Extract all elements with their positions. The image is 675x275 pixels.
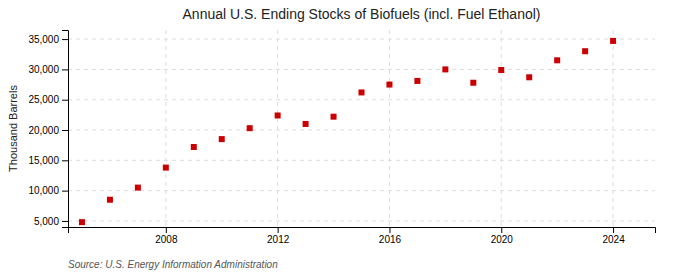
point xyxy=(303,121,309,127)
y-tick-mark xyxy=(62,221,68,222)
y-tick-mark xyxy=(62,100,68,101)
x-tick: 2008 xyxy=(155,227,178,245)
y-tick-mark xyxy=(62,191,68,192)
x-tick-label: 2008 xyxy=(155,234,178,245)
x-tick: 2024 xyxy=(602,227,625,245)
y-tick-mark xyxy=(62,69,68,70)
grid-line-y xyxy=(68,220,655,221)
x-tick-label: 2024 xyxy=(602,234,625,245)
title: Annual U.S. Ending Stocks of Biofuels (i… xyxy=(183,6,541,22)
y-tick: 35,000 xyxy=(28,34,68,45)
y-tick-label: 5,000 xyxy=(34,216,59,227)
y-tick-label: 10,000 xyxy=(28,185,59,196)
x-axis: 2008 2012 2016 2020 2024 xyxy=(69,227,656,245)
x-tick: 2016 xyxy=(379,227,402,245)
x-tick-mark xyxy=(613,227,614,233)
x-tick-label: 2016 xyxy=(379,234,402,245)
point xyxy=(135,185,141,191)
points xyxy=(79,38,616,225)
point xyxy=(219,136,225,142)
grid-line-y xyxy=(68,190,655,191)
plot-area: 2008 2012 2016 2020 2024 5,000 10,000 15,000 20,… xyxy=(28,30,655,245)
x-tick-mark xyxy=(278,227,279,233)
x-tick-label: 2020 xyxy=(491,234,514,245)
point xyxy=(582,48,588,54)
x-tick: 2020 xyxy=(491,227,514,245)
point xyxy=(191,144,197,150)
y-tick: 30,000 xyxy=(28,64,68,75)
point xyxy=(163,165,169,171)
grid xyxy=(68,30,655,227)
y-axis: 5,000 10,000 15,000 20,000 25,000 30,000 35,00… xyxy=(28,31,68,228)
grid-line-x xyxy=(389,30,390,227)
y-tick-label: 20,000 xyxy=(28,125,59,136)
y-tick-mark xyxy=(62,39,68,40)
point xyxy=(275,112,281,118)
point xyxy=(470,80,476,86)
x-tick-mark xyxy=(501,227,502,233)
point xyxy=(79,219,85,225)
point xyxy=(359,89,365,95)
y-tick-mark xyxy=(62,160,68,161)
y-tick-label: 30,000 xyxy=(28,64,59,75)
point xyxy=(107,197,113,203)
y-axis-line xyxy=(62,31,69,228)
x-tick-label: 2012 xyxy=(267,234,290,245)
point xyxy=(331,114,337,120)
point xyxy=(554,57,560,63)
y-tick: 25,000 xyxy=(28,94,68,105)
grid-line-x xyxy=(613,30,614,227)
y-tick-label: 15,000 xyxy=(28,155,59,166)
x-tick-mark xyxy=(166,227,167,233)
y-tick-mark xyxy=(62,130,68,131)
point xyxy=(526,74,532,80)
y-tick: 10,000 xyxy=(28,185,68,196)
point xyxy=(442,66,448,72)
y-tick: 20,000 xyxy=(28,125,68,136)
point xyxy=(414,78,420,84)
grid-line-y xyxy=(68,130,655,131)
y-tick: 5,000 xyxy=(34,216,68,227)
grid-line-y xyxy=(68,39,655,40)
y-tick-label: 25,000 xyxy=(28,94,59,105)
point xyxy=(610,38,616,44)
point xyxy=(247,125,253,131)
grid-line-x xyxy=(277,30,278,227)
grid-line-y xyxy=(68,160,655,161)
grid-line-y xyxy=(68,99,655,100)
y-axis-label: Thousand Barrels xyxy=(7,85,19,172)
y-tick-label: 35,000 xyxy=(28,34,59,45)
grid-line-y xyxy=(68,69,655,70)
point xyxy=(498,67,504,73)
chart: 2008 2012 2016 2020 2024 5,000 10,000 15,000 20,… xyxy=(0,0,675,275)
annotation: Source: U.S. Energy Information Administ… xyxy=(68,259,278,270)
y-tick: 15,000 xyxy=(28,155,68,166)
grid-line-x xyxy=(501,30,502,227)
x-axis-line xyxy=(69,228,656,234)
point xyxy=(386,82,392,88)
x-tick: 2012 xyxy=(267,227,290,245)
x-tick-mark xyxy=(389,227,390,233)
grid-line-x xyxy=(165,30,166,227)
